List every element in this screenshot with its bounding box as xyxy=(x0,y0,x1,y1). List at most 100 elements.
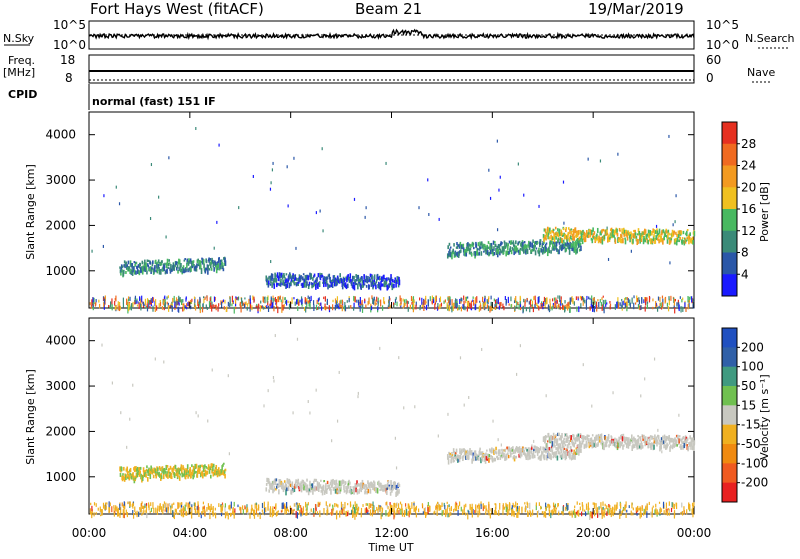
echo-cell xyxy=(117,303,119,311)
echo-cell xyxy=(332,275,335,279)
echo-cell xyxy=(350,279,352,284)
colorbar-swatch xyxy=(722,444,737,464)
echo-cell xyxy=(555,298,557,305)
echo-cell xyxy=(638,234,641,241)
echo-cell xyxy=(198,468,201,474)
echo-cell xyxy=(654,230,657,234)
echo-cell xyxy=(631,445,633,451)
freq-tick-top: 18 xyxy=(60,53,75,67)
echo-cell xyxy=(506,446,509,450)
echo-cell xyxy=(103,302,105,308)
echo-cell xyxy=(473,247,475,250)
echo-cell xyxy=(251,504,253,512)
echo-cell xyxy=(627,230,630,235)
echo-cell xyxy=(622,444,625,447)
echo-cell xyxy=(555,245,557,251)
echo-cell xyxy=(389,277,392,283)
echo-cell xyxy=(354,279,357,286)
echo-cell xyxy=(281,282,284,286)
echo-cell xyxy=(563,441,566,445)
echo-cell xyxy=(534,299,536,305)
echo-cell xyxy=(523,249,525,254)
echo-cell xyxy=(668,508,671,513)
echo-cell xyxy=(419,304,421,308)
echo-cell xyxy=(490,306,492,312)
echo-cell xyxy=(391,505,393,509)
echo-cell xyxy=(141,501,143,504)
echo-cell xyxy=(122,303,125,308)
echo-cell xyxy=(239,301,241,308)
echo-cell xyxy=(484,298,486,304)
echo-cell xyxy=(456,245,459,249)
echo-cell xyxy=(309,272,311,278)
echo-cell xyxy=(400,508,402,515)
echo-cell xyxy=(195,463,198,469)
echo-cell xyxy=(675,194,677,198)
echo-cell xyxy=(500,452,502,455)
echo-cell xyxy=(360,507,363,514)
echo-cell xyxy=(617,152,619,156)
echo-cell xyxy=(140,507,142,511)
echo-cell xyxy=(378,504,380,510)
echo-cell xyxy=(518,509,520,515)
echo-cell xyxy=(530,448,533,454)
echo-cell xyxy=(231,295,234,303)
echo-cell xyxy=(554,226,557,230)
echo-cell xyxy=(624,297,626,304)
echo-cell xyxy=(332,505,334,512)
echo-cell xyxy=(215,469,217,476)
echo-cell xyxy=(203,263,205,269)
echo-cell xyxy=(317,283,319,289)
echo-cell xyxy=(205,260,208,264)
echo-cell xyxy=(450,306,453,310)
echo-cell xyxy=(601,507,603,511)
echo-cell xyxy=(297,502,299,509)
echo-cell xyxy=(573,236,576,241)
echo-cell xyxy=(133,269,136,275)
echo-cell xyxy=(528,449,531,456)
echo-cell xyxy=(379,488,381,492)
echo-cell xyxy=(524,502,526,505)
echo-cell xyxy=(189,506,191,510)
echo-cell xyxy=(293,156,295,160)
echo-cell xyxy=(664,297,666,304)
echo-cell xyxy=(362,279,365,286)
echo-cell xyxy=(451,299,453,306)
echo-cell xyxy=(675,231,677,235)
echo-cell xyxy=(641,236,643,239)
echo-cell xyxy=(165,262,168,269)
echo-cell xyxy=(334,304,336,311)
echo-cell xyxy=(389,488,391,491)
echo-cell xyxy=(488,251,491,256)
colorbar-tick-label: -100 xyxy=(741,456,768,470)
echo-cell xyxy=(548,452,550,458)
echo-cell xyxy=(222,268,225,272)
echo-cell xyxy=(664,230,667,236)
echo-cell xyxy=(464,452,467,459)
echo-cell xyxy=(145,262,147,267)
echo-cell xyxy=(341,299,343,305)
echo-cell xyxy=(181,473,184,477)
echo-cell xyxy=(150,163,153,167)
x-axis-label: Time UT xyxy=(367,541,413,554)
echo-cell xyxy=(361,479,364,484)
echo-cell xyxy=(216,471,219,478)
echo-cell xyxy=(572,441,575,447)
echo-cell xyxy=(663,443,665,449)
echo-cell xyxy=(587,437,589,441)
echo-cell xyxy=(540,454,542,461)
echo-cell xyxy=(498,509,500,516)
echo-cell xyxy=(601,297,603,301)
echo-cell xyxy=(189,511,192,515)
echo-cell xyxy=(343,277,346,283)
echo-cell xyxy=(508,240,511,244)
echo-cell xyxy=(140,303,142,308)
echo-cell xyxy=(145,504,148,510)
echo-cell xyxy=(532,306,535,313)
echo-cell xyxy=(549,453,552,458)
echo-cell xyxy=(117,301,119,306)
echo-cell xyxy=(188,258,190,262)
echo-cell xyxy=(623,300,625,306)
echo-cell xyxy=(147,299,150,304)
echo-cell xyxy=(165,502,167,508)
